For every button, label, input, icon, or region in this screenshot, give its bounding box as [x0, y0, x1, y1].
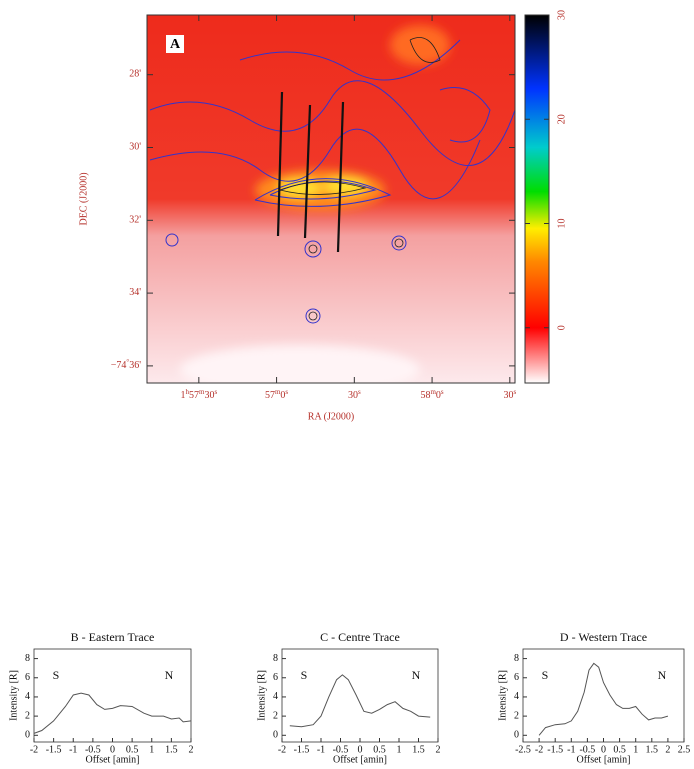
x-tick-label: 1.5 — [165, 744, 178, 755]
x-tick-label: 0.5 — [373, 744, 386, 755]
x-tick-label: -0.5 — [579, 744, 595, 755]
x-axis-label: Offset [amin] — [577, 754, 631, 765]
x-tick-label: -1 — [69, 744, 77, 755]
x-tick-label: -1.5 — [46, 744, 62, 755]
x-tick-label: -2.5 — [515, 744, 531, 755]
x-tick-label: -0.5 — [85, 744, 101, 755]
x-tick-label: 0 — [358, 744, 363, 755]
x-axis-label: RA (J2000) — [308, 411, 354, 422]
x-tick-label: -1 — [317, 744, 325, 755]
x-tick-label: 2 — [436, 744, 441, 755]
y-tick-label: 0 — [273, 730, 278, 741]
annotation: S — [301, 668, 308, 682]
annotation: N — [165, 668, 174, 682]
x-tick-label: 1 — [149, 744, 154, 755]
trace-line — [289, 674, 431, 728]
y-tick-label: 8 — [273, 653, 278, 664]
x-tick-label: 1 — [633, 744, 638, 755]
x-tick-label: -1 — [567, 744, 575, 755]
y-axis-label: Intensity [R] — [8, 670, 19, 721]
colorbar-tick-label: 20 — [556, 114, 567, 124]
colorbar — [524, 14, 550, 384]
annotation: S — [53, 668, 60, 682]
plot-frame — [522, 648, 685, 743]
x-tick-label: 0 — [110, 744, 115, 755]
chart-title: C - Centre Trace — [320, 630, 400, 644]
annotation: N — [412, 668, 421, 682]
y-tick-label: 4 — [514, 691, 519, 702]
x-tick-label: 57m​0s​ — [265, 388, 288, 402]
chart-title: D - Western Trace — [560, 630, 647, 644]
y-tick-label: 6 — [514, 672, 519, 683]
y-tick-label: 28' — [129, 69, 141, 80]
x-tick-label: 58m​0s​ — [420, 388, 443, 402]
x-tick-label: 2 — [189, 744, 194, 755]
x-tick-label: 0 — [601, 744, 606, 755]
annotation: S — [542, 668, 549, 682]
annotation: N — [658, 668, 667, 682]
x-tick-label: -2 — [278, 744, 286, 755]
y-tick-label: 6 — [273, 672, 278, 683]
x-tick-label: 1.5 — [412, 744, 425, 755]
y-tick-label: 34' — [129, 287, 141, 298]
y-axis-label: DEC (J2000) — [78, 172, 89, 225]
plot-frame — [33, 648, 192, 743]
plot-frame — [281, 648, 439, 743]
map-image — [147, 15, 515, 383]
map-frame — [146, 14, 516, 384]
chart-title: B - Eastern Trace — [71, 630, 155, 644]
y-tick-label: 8 — [25, 653, 30, 664]
y-tick-label: 8 — [514, 653, 519, 664]
x-tick-label: 0.5 — [613, 744, 626, 755]
x-axis-label: Offset [amin] — [333, 754, 387, 765]
y-tick-label: 0 — [25, 730, 30, 741]
y-tick-label: 4 — [25, 691, 30, 702]
y-tick-label: 30' — [129, 142, 141, 153]
x-tick-label: 1 — [397, 744, 402, 755]
x-tick-label: 1.5 — [646, 744, 659, 755]
x-tick-label: 0.5 — [126, 744, 139, 755]
trace-line — [538, 662, 669, 736]
panel-label-box — [166, 35, 184, 53]
y-axis-label: Intensity [R] — [497, 670, 508, 721]
x-tick-label: -0.5 — [333, 744, 349, 755]
x-tick-label: 30s​ — [348, 388, 361, 402]
x-tick-label: -1.5 — [547, 744, 563, 755]
y-tick-label: 0 — [514, 730, 519, 741]
x-axis-label: Offset [amin] — [86, 754, 140, 765]
y-tick-label: 6 — [25, 672, 30, 683]
x-tick-label: 2 — [665, 744, 670, 755]
y-tick-label: 4 — [273, 691, 278, 702]
colorbar-tick-label: 0 — [556, 325, 567, 330]
x-tick-label: 2.5 — [678, 744, 691, 755]
y-axis-label: Intensity [R] — [256, 670, 267, 721]
trace-line — [33, 692, 192, 734]
x-tick-label: -2 — [535, 744, 543, 755]
x-tick-label: -1.5 — [294, 744, 310, 755]
y-tick-label: 2 — [273, 710, 278, 721]
x-tick-label: -2 — [30, 744, 38, 755]
colorbar-tick-label: 10 — [556, 218, 567, 228]
y-tick-label: 32' — [129, 215, 141, 226]
panel-label: A — [170, 37, 181, 52]
y-tick-label: 2 — [514, 710, 519, 721]
y-tick-label: 2 — [25, 710, 30, 721]
x-tick-label: 1h​57m​30s​ — [180, 388, 217, 402]
colorbar-tick-label: 30 — [556, 10, 567, 20]
y-tick-label: −74°​36' — [111, 358, 141, 372]
x-tick-label: 30s​ — [503, 388, 516, 402]
